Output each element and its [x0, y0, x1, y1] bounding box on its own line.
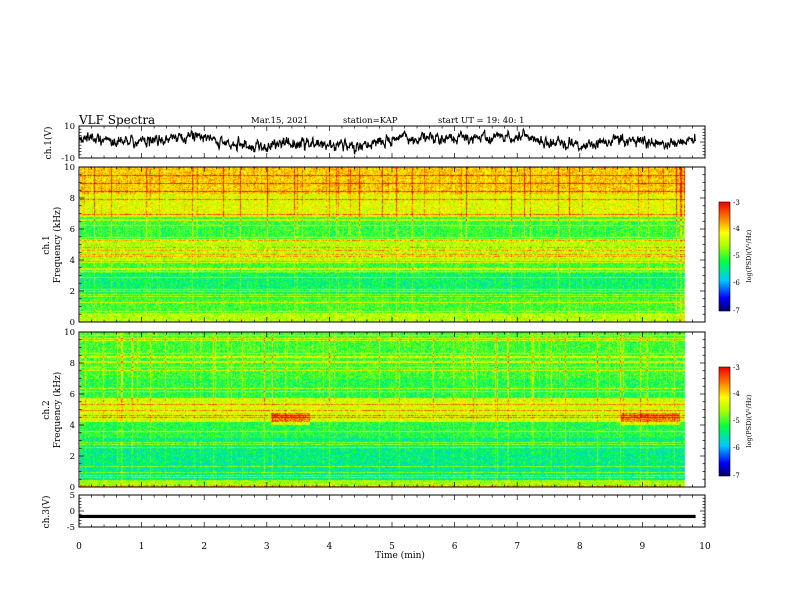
y-tick-label: 2 [70, 287, 75, 297]
y-tick-label: 2 [70, 452, 75, 462]
ch2-spectrogram-ylabel: Frequency (kHz) [52, 372, 63, 449]
x-tick-label: 0 [76, 542, 82, 552]
figure-title: VLF Spectra [79, 113, 156, 127]
ch1-spectrogram-channel-label: ch.1 [42, 235, 52, 254]
x-tick-label: 10 [699, 542, 711, 552]
x-tick-label: 5 [389, 542, 395, 552]
y-tick-label: 4 [70, 256, 75, 266]
colorbar-tick-label: -3 [733, 199, 740, 207]
x-tick-label: 6 [452, 542, 458, 552]
y-tick-label: 0 [70, 507, 75, 517]
colorbar-tick-label: -4 [733, 225, 740, 233]
ch2-colorbar: -3 -4 -5 -6 -7 log(PSD)(V²/Hz) [718, 364, 753, 480]
colorbar-label: log(PSD)(V²/Hz) [745, 229, 753, 282]
ch1-waveform-line [78, 127, 697, 155]
colorbar-tick-label: -5 [733, 252, 740, 260]
y-tick-label: -10 [61, 154, 75, 164]
y-tick-label: 10 [64, 163, 75, 173]
y-tick-label: 6 [70, 390, 75, 400]
x-tick-label: 3 [264, 542, 270, 552]
ch1-colorbar: -3 -4 -5 -6 -7 log(PSD)(V²/Hz) [718, 199, 753, 315]
y-tick-label: -5 [67, 523, 75, 533]
y-tick-label: 6 [70, 225, 75, 235]
colorbar-label: log(PSD)(V²/Hz) [745, 394, 753, 447]
ch1-spectrogram-image [80, 167, 694, 322]
colorbar-tick-label: -5 [733, 417, 740, 425]
ch3-signal-band [79, 514, 696, 519]
y-tick-label: 0 [70, 483, 75, 493]
ch1-spectrogram-panel [80, 167, 694, 322]
y-tick-label: 4 [70, 421, 75, 431]
ch1-waveform-ylabel: ch.1(V) [43, 127, 54, 160]
x-tick-label: 7 [514, 542, 520, 552]
ch2-spectrogram-channel-label: ch.2 [42, 400, 52, 419]
axis-ticks [78, 125, 706, 528]
x-tick-label: 2 [201, 542, 207, 552]
colorbar-tick-label: -4 [733, 390, 740, 398]
x-tick-label: 8 [577, 542, 583, 552]
x-tick-label: 1 [139, 542, 145, 552]
y-tick-label: 8 [70, 194, 75, 204]
colorbar-tick-label: -7 [733, 307, 740, 315]
x-tick-label: 4 [327, 542, 333, 552]
ch2-spectrogram-image [80, 332, 694, 487]
y-tick-label: 10 [64, 328, 75, 338]
colorbar-tick-label: -3 [733, 364, 740, 372]
colorbar-tick-label: -6 [733, 444, 740, 452]
colorbar-tick-label: -6 [733, 279, 740, 287]
y-tick-label: 5 [70, 491, 75, 501]
x-axis-label: Time (min) [375, 550, 425, 561]
ch3-signal-ylabel: ch.3(V) [41, 496, 52, 529]
station-label: station=KAP [343, 116, 398, 126]
start-time-label: start UT = 19: 40: 1 [438, 116, 525, 126]
date-label: Mar.15, 2021 [251, 116, 309, 126]
ch1-spectrogram-ylabel: Frequency (kHz) [52, 207, 63, 284]
colorbar-tick-label: -7 [733, 472, 740, 480]
ch2-spectrogram-panel [80, 332, 694, 487]
x-tick-label: 9 [640, 542, 646, 552]
y-tick-label: 8 [70, 359, 75, 369]
y-tick-label: 10 [64, 122, 75, 132]
y-tick-label: 0 [70, 318, 75, 328]
